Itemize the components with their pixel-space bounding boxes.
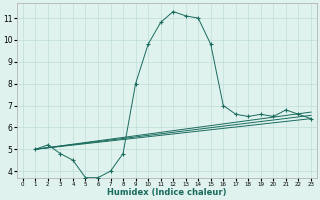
X-axis label: Humidex (Indice chaleur): Humidex (Indice chaleur)	[107, 188, 227, 197]
